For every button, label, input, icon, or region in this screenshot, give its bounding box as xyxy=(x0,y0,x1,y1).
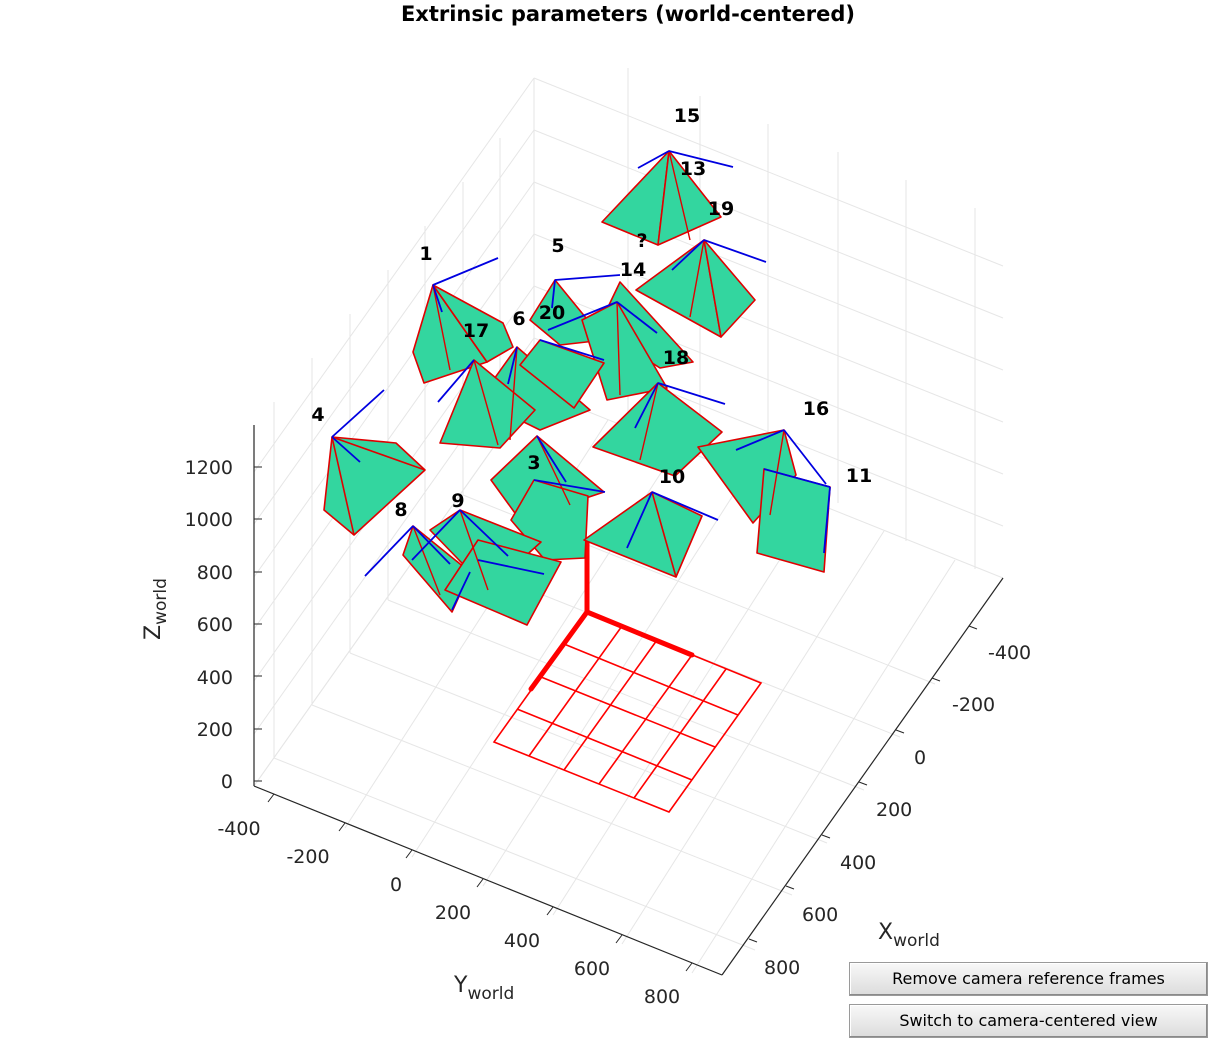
x-tick-label: 800 xyxy=(764,957,800,979)
y-tick-label: 200 xyxy=(435,902,471,924)
camera-label: 8 xyxy=(394,499,407,521)
y-tick-label: 600 xyxy=(574,958,610,980)
camera-label: 4 xyxy=(311,404,324,426)
y-axis-label: Yworld xyxy=(453,973,514,1004)
camera-label: ? xyxy=(636,230,647,252)
camera-label: 9 xyxy=(451,490,464,512)
z-axis-label-sub: world xyxy=(151,578,171,625)
x-tick-label: 200 xyxy=(876,799,912,821)
y-tick-label: -200 xyxy=(286,846,329,868)
z-tick-label: 400 xyxy=(197,667,233,689)
x-axis-ticks xyxy=(748,625,978,943)
camera-label: 18 xyxy=(663,347,689,369)
z-tick-label: 0 xyxy=(221,771,233,793)
camera-label: 5 xyxy=(551,235,564,257)
camera-label: 19 xyxy=(708,198,734,220)
camera-label: 15 xyxy=(674,105,700,127)
y-tick-labels: -400 -200 0 200 400 600 800 xyxy=(217,818,680,1008)
axis-lines xyxy=(253,425,1004,976)
x-tick-label: 0 xyxy=(914,747,926,769)
camera-label: 1 xyxy=(419,243,432,265)
y-tick-label: 0 xyxy=(390,874,402,896)
camera-label: 10 xyxy=(659,466,685,488)
figure-title: Extrinsic parameters (world-centered) xyxy=(400,2,856,26)
camera-labels: 15 13 19 ? 1 5 14 17 6 20 18 4 16 3 10 1… xyxy=(311,105,872,521)
camera-label: 6 xyxy=(512,308,525,330)
z-tick-label: 200 xyxy=(197,719,233,741)
z-tick-label: 800 xyxy=(197,562,233,584)
camera-label: 17 xyxy=(463,320,489,342)
x-tick-label: -200 xyxy=(952,694,995,716)
cameras xyxy=(323,150,831,626)
y-tick-label: 400 xyxy=(504,930,540,952)
x-tick-label: 400 xyxy=(840,852,876,874)
switch-camera-view-button[interactable]: Switch to camera-centered view xyxy=(849,1004,1208,1038)
camera-label: 14 xyxy=(620,259,646,281)
remove-camera-frames-button[interactable]: Remove camera reference frames xyxy=(849,962,1208,996)
z-tick-label: 600 xyxy=(197,614,233,636)
x-tick-labels: -400 -200 0 200 400 600 800 xyxy=(764,642,1031,979)
z-tick-label: 1000 xyxy=(185,509,233,531)
camera-label: 20 xyxy=(539,302,565,324)
camera-label: 13 xyxy=(680,158,706,180)
z-tick-labels: 0 200 400 600 800 1000 1200 xyxy=(185,457,233,793)
world-axes xyxy=(528,539,695,692)
z-axis-label: Zworld xyxy=(141,578,171,640)
z-axis-label-main: Z xyxy=(141,625,166,640)
y-tick-label: -400 xyxy=(217,818,260,840)
z-tick-label: 1200 xyxy=(185,457,233,479)
x-tick-label: 600 xyxy=(802,904,838,926)
y-tick-label: 800 xyxy=(644,986,680,1008)
x-axis-label: Xworld xyxy=(878,920,940,951)
camera-label: 11 xyxy=(846,465,872,487)
camera-edges xyxy=(412,150,785,596)
calibration-board xyxy=(492,611,763,813)
camera-label: 3 xyxy=(527,452,540,474)
z-axis-ticks xyxy=(254,466,262,782)
camera-frames xyxy=(331,150,831,611)
y-axis-ticks xyxy=(267,793,693,972)
x-tick-label: -400 xyxy=(988,642,1031,664)
svg-text:Zworld: Zworld xyxy=(141,578,171,640)
camera-label: 16 xyxy=(803,398,829,420)
